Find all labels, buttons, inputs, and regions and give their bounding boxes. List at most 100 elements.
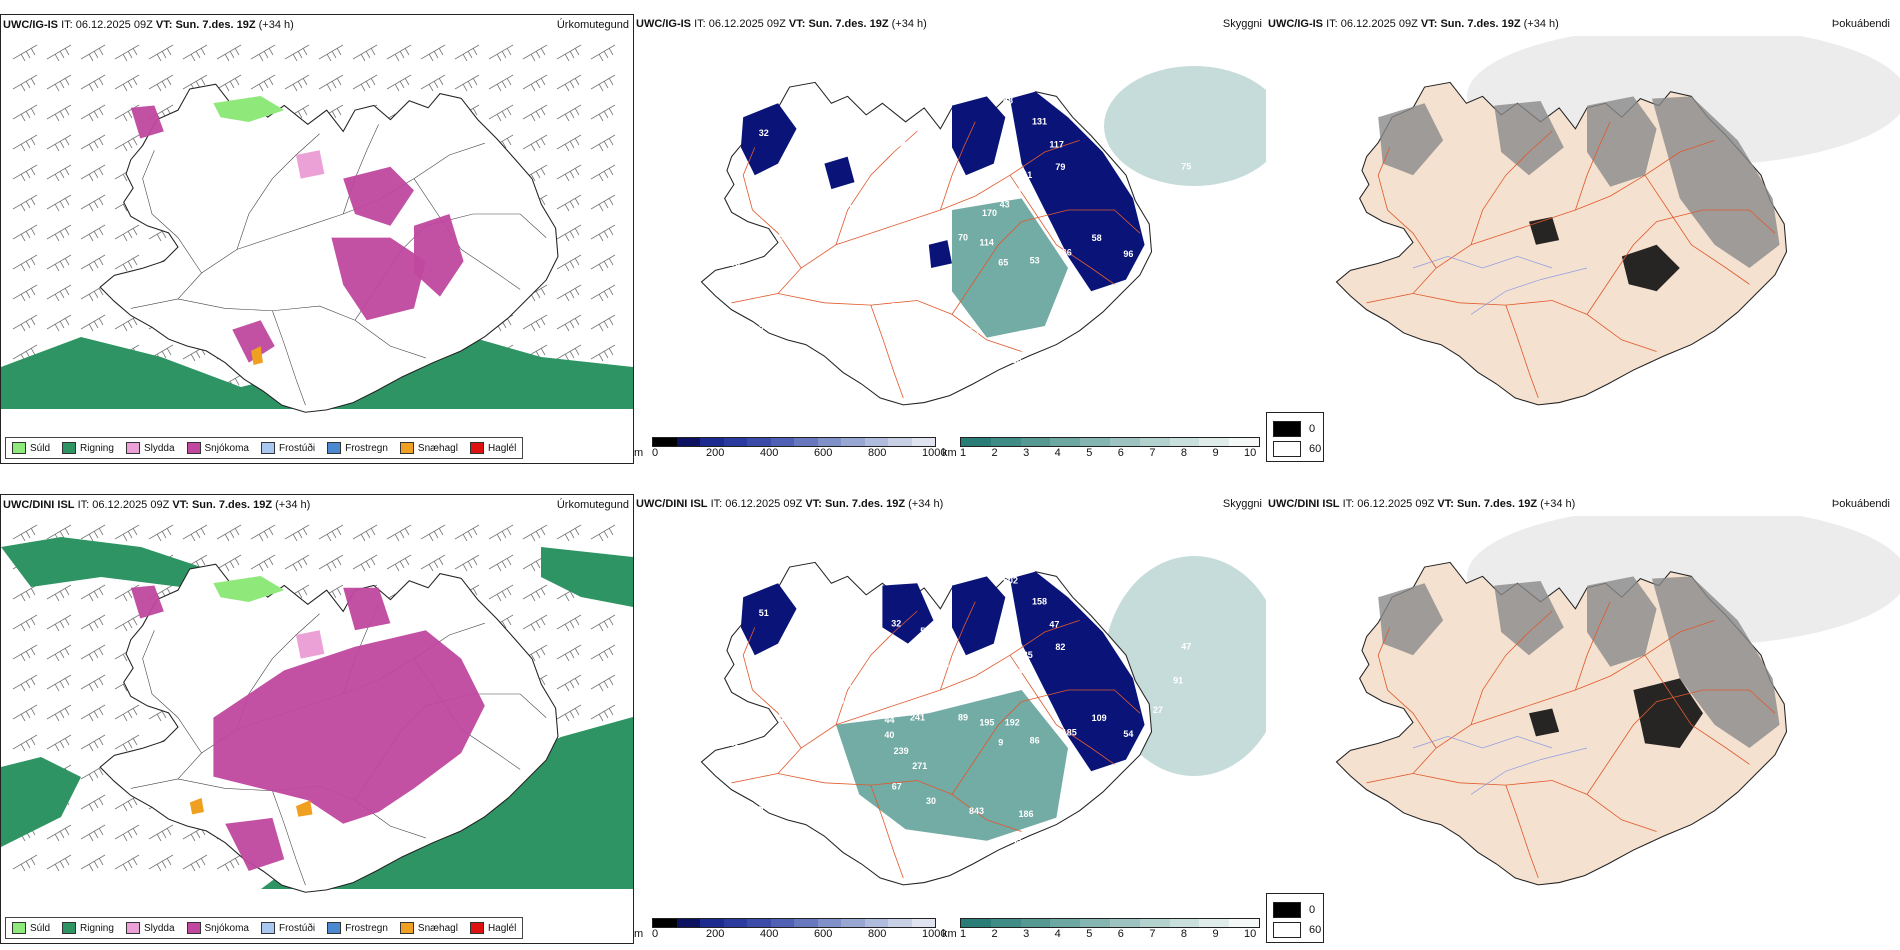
height-label: 79 xyxy=(1055,162,1065,172)
height-label: 70 xyxy=(958,233,968,243)
height-label: 112 xyxy=(891,138,906,148)
fog-area xyxy=(1587,576,1657,667)
visibility-panel-1: UWC/IG-IS IT: 06.12.2025 09Z VT: Sun. 7.… xyxy=(634,14,1266,464)
panel-title: Þokuábendi xyxy=(1831,498,1890,510)
height-label: 82 xyxy=(1055,642,1065,652)
colorbar-bin xyxy=(700,438,724,446)
height-label: 70 xyxy=(850,592,860,602)
fog-index-map xyxy=(1335,36,1900,406)
colorbar-bin xyxy=(700,919,724,927)
height-label: 222 xyxy=(717,148,732,158)
colorbar-bin xyxy=(1080,438,1110,446)
sleet-area xyxy=(296,150,325,179)
model-name: UWC/DINI ISL xyxy=(636,498,708,510)
height-label: 75 xyxy=(1181,162,1191,172)
height-label: 55 xyxy=(737,290,747,300)
height-colorbar-1: m 0 200 400 600 800 1000 xyxy=(634,437,946,461)
drizzle-area xyxy=(213,96,285,122)
height-label: 52 xyxy=(892,674,902,684)
colorbar-bin xyxy=(911,919,935,927)
panel-header: UWC/IG-IS IT: 06.12.2025 09Z VT: Sun. 7.… xyxy=(636,18,1264,34)
colorbar-tick-label: 600 xyxy=(814,447,833,459)
it-label: IT: xyxy=(77,499,90,511)
height-label: 37 xyxy=(857,136,867,146)
colorbar-tick-label: 9 xyxy=(1212,928,1219,940)
colorbar-tick-label: 9 xyxy=(1212,447,1219,459)
height-label: 44 xyxy=(920,146,930,156)
density-legend-row: 0 xyxy=(1273,902,1315,918)
it-label: IT: xyxy=(710,498,723,510)
colorbar-tick-label: 5 xyxy=(1086,447,1093,459)
height-label: 117 xyxy=(1049,140,1064,150)
height-label: 48 xyxy=(926,316,936,326)
height-label: 241 xyxy=(910,713,925,723)
lead-time: (+34 h) xyxy=(275,499,311,511)
height-label: 41 xyxy=(912,281,922,291)
colorbar-bin xyxy=(888,438,912,446)
precip-map xyxy=(1,524,633,893)
colorbar-bin xyxy=(1139,919,1170,927)
colorbar-tick-label: 10 xyxy=(1244,928,1257,940)
low-visibility-area xyxy=(952,96,1006,176)
height-label: 63 xyxy=(969,326,979,336)
visibility-map: 119 44 53 9 93 82 67 70 54 52 447 43 52 46 40 54 86 91 47 3… xyxy=(700,548,1266,886)
height-label: 843 xyxy=(969,806,984,816)
colorbar-tick-label: 200 xyxy=(706,928,725,940)
height-label: 9 xyxy=(998,738,1003,748)
height-label: 30 xyxy=(926,796,936,806)
precip-map xyxy=(1,44,633,413)
vt-label: VT: xyxy=(155,19,173,31)
height-label: 82 xyxy=(717,628,727,638)
height-label: 53 xyxy=(942,637,952,647)
height-label: 58 xyxy=(1092,233,1102,243)
panel-header: UWC/IG-IS IT: 06.12.2025 09Z VT: Sun. 7.… xyxy=(1268,18,1898,34)
colorbar-tick-label: 0 xyxy=(652,928,659,940)
colorbar-bin xyxy=(770,438,794,446)
height-label: 100 xyxy=(892,194,907,204)
colorbar-tick-label: 1 xyxy=(960,928,967,940)
low-visibility-area xyxy=(882,583,934,644)
snow-area xyxy=(343,587,391,631)
lead-time: (+34 h) xyxy=(908,498,944,510)
height-label: 30 xyxy=(1153,225,1163,235)
colorbar-bin xyxy=(653,919,677,927)
snow-area xyxy=(232,320,275,363)
vt-value: Sun. 7.des. 19Z xyxy=(824,498,906,510)
reduced-visibility-area xyxy=(836,690,1068,841)
legend-label: Frostregn xyxy=(345,922,388,934)
colorbar-tick-label: 600 xyxy=(814,928,833,940)
height-colorbar-2: m 0 200 400 600 800 1000 xyxy=(634,918,946,942)
colorbar-bin xyxy=(961,919,991,927)
height-label: 91 xyxy=(790,692,800,702)
it-label: IT: xyxy=(1326,18,1338,30)
it-label: IT: xyxy=(694,18,706,30)
colorbar-bin xyxy=(1109,438,1140,446)
river xyxy=(1412,256,1588,315)
fog-area xyxy=(1494,100,1564,176)
height-label: 227 xyxy=(848,684,863,694)
legend-item: Haglél xyxy=(469,922,516,934)
height-label: 96 xyxy=(1123,249,1133,259)
height-label: 32 xyxy=(891,618,901,628)
fog-area xyxy=(1651,96,1780,268)
colorbar-bin xyxy=(653,438,677,446)
height-label: 211 xyxy=(1018,170,1033,180)
snow-area xyxy=(343,166,415,226)
snow-area xyxy=(225,817,285,871)
panel-title: Úrkomutegund xyxy=(556,499,629,511)
legend-item: Frostregn xyxy=(327,442,388,454)
fog-area xyxy=(1494,580,1564,656)
colorbar-bin xyxy=(841,438,865,446)
colorbar-bin xyxy=(770,919,794,927)
height-label: 78 xyxy=(850,112,860,122)
vt-label: VT: xyxy=(805,498,822,510)
legend-label: Snæhagl xyxy=(417,442,458,454)
colorbar-bin xyxy=(1109,919,1140,927)
legend-label: Súld xyxy=(30,922,51,934)
legend-item: Rigning xyxy=(62,922,114,934)
height-label: 67 xyxy=(892,782,902,792)
legend-swatch xyxy=(260,922,275,934)
height-label: 54 xyxy=(1123,729,1133,739)
height-label: 65 xyxy=(998,258,1008,268)
colorbar-tick-label: 200 xyxy=(706,447,725,459)
